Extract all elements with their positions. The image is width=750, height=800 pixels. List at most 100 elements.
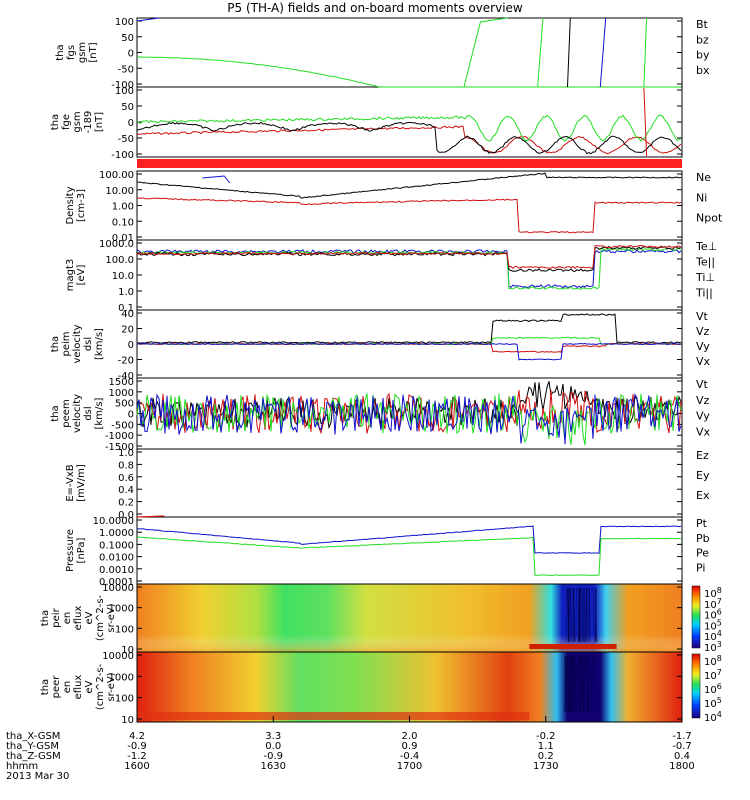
- ylabel-peim: peim: [61, 331, 72, 356]
- ytick-label-density: 1.00: [112, 202, 134, 213]
- ytick-label-temperature: 10.0: [112, 271, 134, 282]
- ylabel-fgs: tha: [55, 44, 66, 60]
- trace-peim-vx: [136, 342, 682, 361]
- ylabel-fge: fge: [61, 114, 72, 130]
- spectrogram-ion-band: [529, 644, 617, 649]
- legend-peim: Vx: [696, 355, 711, 368]
- panel-fge: tha fge gsm -189 [nT]: [50, 86, 683, 158]
- ytick-label-peim: 0: [128, 340, 134, 351]
- ylabel-fgs: gsm: [77, 42, 88, 63]
- xaxis-value: 1.1: [538, 741, 554, 752]
- xaxis-value: 4.2: [129, 731, 145, 742]
- spectrogram-noise: [586, 655, 588, 713]
- spectrogram-noise: [572, 587, 574, 643]
- legend-pressure: Pb: [696, 532, 710, 545]
- colorbar-tick-peer_spec: 104: [704, 710, 722, 724]
- spectrogram-noise: [581, 587, 584, 643]
- ytick-label-fgs: -100: [111, 80, 134, 91]
- separator-bar: [137, 159, 682, 168]
- spectrogram-noise: [569, 587, 571, 643]
- legend-fgs: Bt: [696, 18, 709, 31]
- legend-density: Npot: [696, 212, 723, 225]
- ylabel-fge: tha: [50, 114, 61, 130]
- legend-peem: Vy: [696, 410, 710, 423]
- spectrogram-noise: [587, 587, 590, 643]
- ytick-label-peem: 1500: [109, 377, 134, 388]
- ytick-label-pressure: 0.0100: [99, 553, 134, 564]
- ylabel-peer_spec: tha: [40, 679, 51, 695]
- ytick-label-peem: 0: [128, 410, 134, 421]
- trace-fge-bz: [136, 125, 682, 155]
- legend-pressure: Pt: [696, 517, 708, 530]
- ytick-label-peim: 40: [121, 309, 134, 320]
- legend-efield: Ex: [696, 489, 710, 502]
- ytick-label-efield: 1.0: [118, 448, 134, 459]
- ylabel-peir_spec: eflux: [73, 606, 84, 631]
- legend-peem: Vx: [696, 425, 711, 438]
- frame-fgs: [136, 17, 683, 88]
- spectrogram-noise: [579, 655, 581, 713]
- ytick-label-peim: -20: [118, 356, 134, 367]
- ylabel-peer_spec: eV: [84, 680, 95, 693]
- ylabel-peem: velocity: [72, 394, 83, 433]
- legend-fgs: bz: [696, 33, 709, 46]
- ylabel-density: [cm-3]: [76, 189, 87, 222]
- ylabel-fge: [nT]: [94, 112, 105, 132]
- trace-fgs-by-2: [463, 17, 508, 88]
- ytick-label-peer_spec: 100: [115, 694, 134, 705]
- ylabel-peem: dsl: [83, 406, 94, 420]
- ytick-label-fgs: -50: [118, 64, 134, 75]
- ytick-label-temperature: 1.0: [118, 287, 134, 298]
- ylabel-peim: tha: [50, 336, 61, 352]
- ytick-label-fgs: 0: [128, 49, 134, 60]
- legend-temperature: Te||: [695, 256, 715, 269]
- spectrogram-noise: [568, 587, 570, 643]
- xaxis-value: -0.9: [263, 751, 283, 762]
- spectrogram-noise: [573, 587, 576, 643]
- legend-temperature: Ti⊥: [695, 271, 715, 284]
- trace-fge-bt: [136, 121, 682, 155]
- xaxis-value: 0.9: [402, 741, 418, 752]
- xaxis-value: 3.3: [265, 731, 281, 742]
- legend-pressure: Pe: [696, 547, 709, 560]
- ylabel-pressure: Pressure: [65, 529, 76, 572]
- ytick-label-peir_spec: 1000: [109, 604, 134, 615]
- colorbar-tick-peir_spec: 103: [704, 640, 722, 654]
- spectrogram-noise: [580, 587, 582, 643]
- panel-peir_spec: tha peir en eflux eV (cm^2-s-sr-eV): [40, 583, 701, 653]
- trace-fge-bz-2: [643, 87, 648, 157]
- trace-peem-vz: [136, 390, 682, 435]
- ytick-label-fge: 100: [115, 86, 134, 97]
- trace-fgs-by-3: [537, 17, 544, 88]
- legend-temperature: Ti||: [695, 287, 713, 300]
- ytick-label-density: 0.01: [112, 233, 134, 244]
- ytick-label-pressure: 10.0000: [93, 516, 134, 527]
- spectrogram-noise: [582, 655, 584, 713]
- xaxis-row-label: tha_Y-GSM: [6, 741, 59, 752]
- trace-density-npot: [202, 175, 231, 184]
- ylabel-fge: gsm: [72, 111, 83, 132]
- panel-density: Density [cm-3]: [65, 170, 683, 241]
- date-label: 2013 Mar 30: [6, 771, 69, 782]
- xaxis-row-label: tha_Z-GSM: [6, 751, 61, 762]
- xaxis-value: 0.4: [674, 751, 690, 762]
- spectrogram-noise: [585, 587, 588, 643]
- ytick-label-efield: 0.2: [118, 498, 134, 509]
- legend-pressure: Pi: [696, 561, 705, 574]
- colorbar-tick-peer_spec: 106: [704, 682, 722, 696]
- ytick-label-temperature: 1000.0: [99, 239, 134, 250]
- ylabel-peer_spec: (cm^2-s-: [95, 663, 106, 710]
- trace-pressure-pe: [136, 536, 682, 577]
- spectrogram-noise: [594, 587, 597, 643]
- xaxis-value: -0.7: [672, 741, 692, 752]
- ylabel-peim: velocity: [72, 324, 83, 363]
- spectrogram-noise: [570, 655, 572, 713]
- trace-fgs-by-4: [643, 17, 648, 88]
- ytick-label-temperature: 0.1: [118, 303, 134, 314]
- ytick-label-peem: -1500: [105, 442, 134, 453]
- ylabel-peer_spec: peer: [51, 675, 62, 699]
- xaxis-value: 0.0: [265, 741, 281, 752]
- legend-peim: Vz: [696, 325, 710, 338]
- ylabel-fgs: [nT]: [88, 42, 99, 62]
